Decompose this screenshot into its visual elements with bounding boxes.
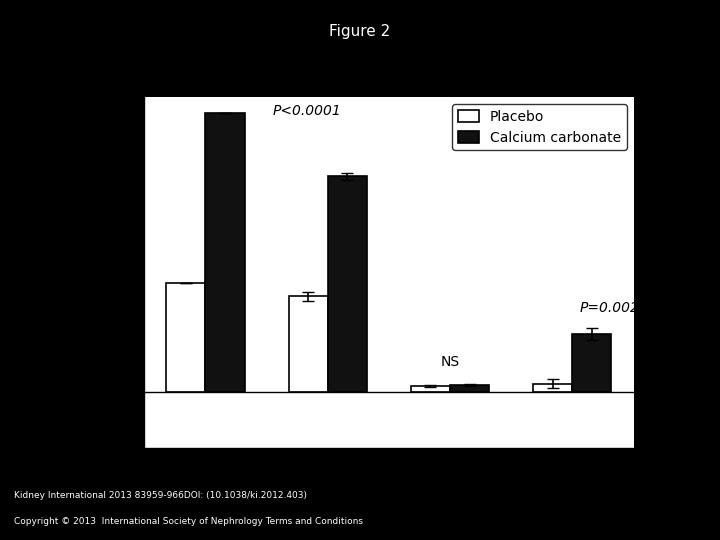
Text: Copyright © 2013  International Society of Nephrology Terms and Conditions: Copyright © 2013 International Society o… bbox=[14, 517, 364, 526]
Legend: Placebo, Calcium carbonate: Placebo, Calcium carbonate bbox=[452, 104, 626, 150]
Bar bbox=[533, 383, 572, 392]
Bar bbox=[411, 386, 450, 391]
Y-axis label: mg/d: mg/d bbox=[73, 251, 91, 294]
Text: P<0.0001: P<0.0001 bbox=[273, 104, 341, 118]
Bar bbox=[289, 296, 328, 392]
Text: Figure 2: Figure 2 bbox=[329, 24, 391, 39]
Text: NS: NS bbox=[441, 355, 459, 369]
Bar bbox=[166, 283, 205, 392]
Text: Kidney International 2013 83959-966DOI: (10.1038/ki.2012.403): Kidney International 2013 83959-966DOI: … bbox=[14, 490, 307, 500]
Bar bbox=[450, 386, 489, 392]
Text: P=0.002: P=0.002 bbox=[580, 301, 639, 315]
Bar bbox=[328, 177, 366, 392]
Bar bbox=[572, 334, 611, 391]
Bar bbox=[205, 113, 245, 392]
